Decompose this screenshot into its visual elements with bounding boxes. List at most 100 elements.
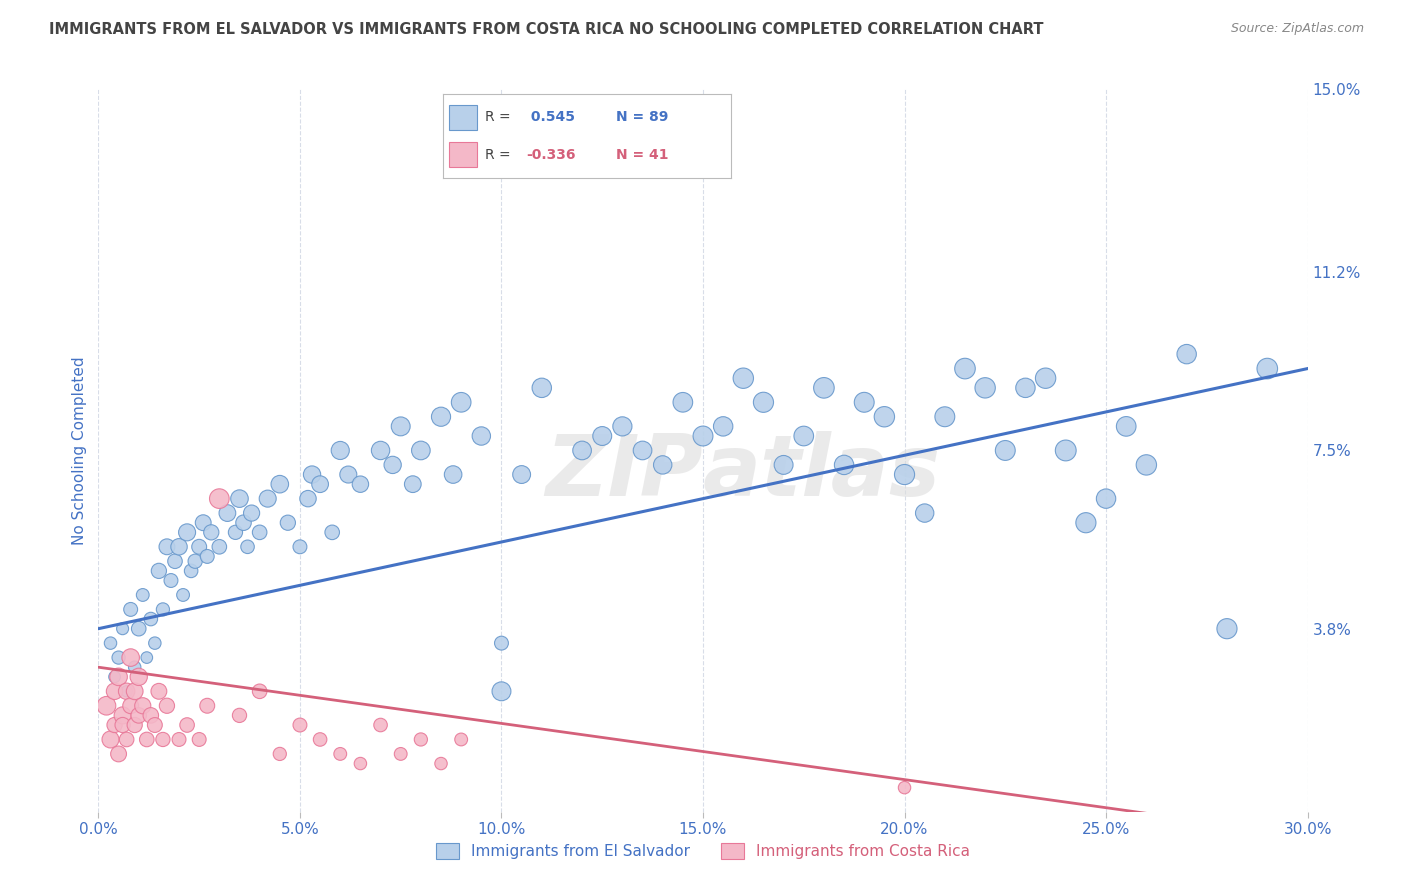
Point xyxy=(349,477,371,491)
Point xyxy=(914,506,936,520)
Point xyxy=(96,698,118,713)
Text: ZIP: ZIP xyxy=(546,431,703,514)
Point xyxy=(180,564,202,578)
Point xyxy=(301,467,323,482)
Point xyxy=(409,732,432,747)
Point xyxy=(193,516,215,530)
Point xyxy=(692,429,714,443)
Point xyxy=(240,506,263,520)
Point xyxy=(893,780,915,795)
Point xyxy=(631,443,654,458)
Point xyxy=(107,650,129,665)
Point xyxy=(1256,361,1278,376)
Point xyxy=(1074,516,1097,530)
Point xyxy=(450,395,472,409)
Point xyxy=(160,574,183,588)
Point xyxy=(389,419,412,434)
Point xyxy=(530,381,553,395)
Point xyxy=(139,612,162,626)
Point xyxy=(195,698,218,713)
Point xyxy=(163,554,186,568)
Point xyxy=(217,506,239,520)
Point xyxy=(188,540,211,554)
Point xyxy=(188,732,211,747)
Y-axis label: No Schooling Completed: No Schooling Completed xyxy=(72,356,87,545)
Point xyxy=(793,429,815,443)
Point xyxy=(167,732,190,747)
Point xyxy=(128,622,150,636)
Point xyxy=(143,636,166,650)
Point xyxy=(156,698,179,713)
Text: 0.545: 0.545 xyxy=(526,111,575,124)
Bar xyxy=(449,104,478,130)
Point xyxy=(309,477,332,491)
Point xyxy=(103,670,125,684)
Point xyxy=(249,525,271,540)
Point xyxy=(269,747,291,761)
Point xyxy=(1035,371,1057,385)
Text: R =: R = xyxy=(485,111,510,124)
Point xyxy=(329,747,352,761)
Point xyxy=(124,684,146,698)
Legend: Immigrants from El Salvador, Immigrants from Costa Rica: Immigrants from El Salvador, Immigrants … xyxy=(430,838,976,865)
Point xyxy=(249,684,271,698)
Point xyxy=(1054,443,1077,458)
Point xyxy=(195,549,218,564)
Point xyxy=(672,395,695,409)
Point xyxy=(288,718,311,732)
Point xyxy=(853,395,876,409)
Point xyxy=(409,443,432,458)
Point xyxy=(1115,419,1137,434)
Point xyxy=(1095,491,1118,506)
Point xyxy=(297,491,319,506)
Point xyxy=(103,684,125,698)
Point xyxy=(176,718,198,732)
Point xyxy=(813,381,835,395)
Point xyxy=(934,409,956,424)
Point xyxy=(115,684,138,698)
Text: Source: ZipAtlas.com: Source: ZipAtlas.com xyxy=(1230,22,1364,36)
Text: -0.336: -0.336 xyxy=(526,148,576,161)
Point xyxy=(309,732,332,747)
Point xyxy=(148,564,170,578)
Text: N = 41: N = 41 xyxy=(616,148,668,161)
Point xyxy=(256,491,278,506)
Point xyxy=(228,708,250,723)
Point xyxy=(269,477,291,491)
Point xyxy=(1175,347,1198,361)
Point xyxy=(337,467,360,482)
Point xyxy=(430,409,453,424)
Point xyxy=(402,477,425,491)
Point xyxy=(132,698,155,713)
Point xyxy=(120,602,142,616)
Point xyxy=(152,732,174,747)
Point xyxy=(111,718,134,732)
Point xyxy=(321,525,343,540)
Point xyxy=(571,443,593,458)
Point xyxy=(172,588,194,602)
Point xyxy=(389,747,412,761)
Point xyxy=(107,670,129,684)
Point xyxy=(148,684,170,698)
Text: IMMIGRANTS FROM EL SALVADOR VS IMMIGRANTS FROM COSTA RICA NO SCHOOLING COMPLETED: IMMIGRANTS FROM EL SALVADOR VS IMMIGRANT… xyxy=(49,22,1043,37)
Text: atlas: atlas xyxy=(703,431,941,514)
Point xyxy=(139,708,162,723)
Point xyxy=(510,467,533,482)
Bar xyxy=(449,142,478,168)
Point xyxy=(152,602,174,616)
Point xyxy=(832,458,855,472)
Point xyxy=(329,443,352,458)
Point xyxy=(1216,622,1239,636)
Point xyxy=(349,756,371,771)
Point xyxy=(370,718,392,732)
Point xyxy=(733,371,755,385)
Point xyxy=(430,756,453,771)
Point xyxy=(115,732,138,747)
Point xyxy=(156,540,179,554)
Point xyxy=(1014,381,1036,395)
Point xyxy=(994,443,1017,458)
Point xyxy=(450,732,472,747)
Point xyxy=(167,540,190,554)
Point xyxy=(651,458,673,472)
Point xyxy=(208,540,231,554)
